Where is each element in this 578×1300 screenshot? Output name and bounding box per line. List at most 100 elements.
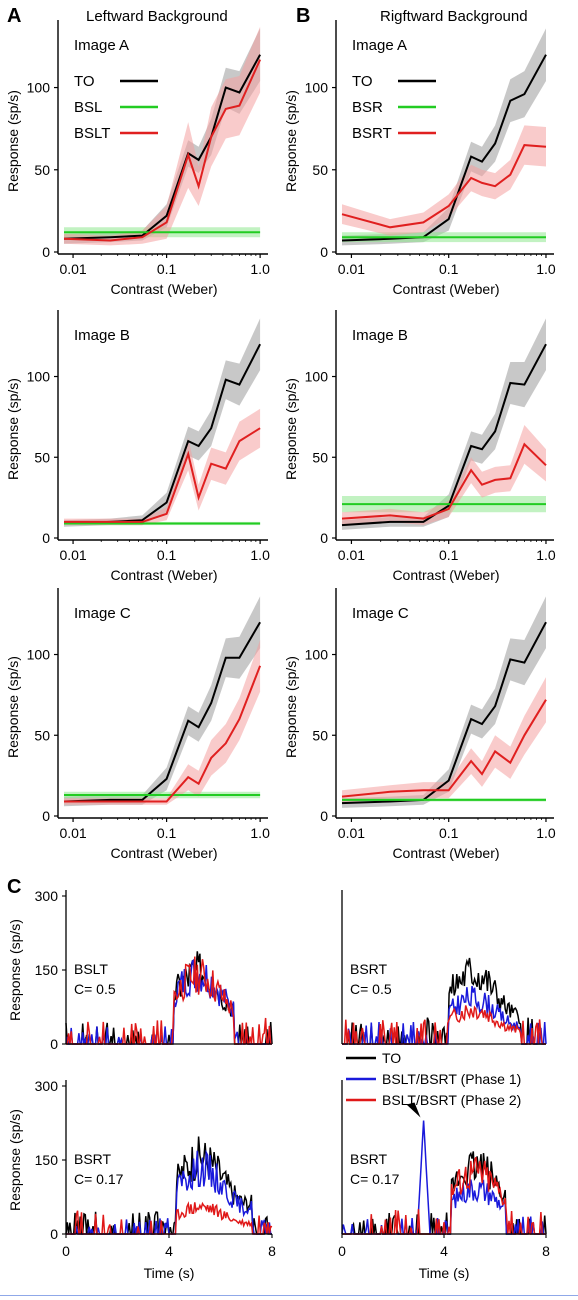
psth-panel-4: 0 4 8 Time (s) BSRT C= 0.17 [338,1080,550,1281]
y-tick-label: 100 [305,647,329,663]
series-line-bgt [341,144,547,229]
legend-label: BSL [74,99,102,116]
panel-letter-c: C [7,876,21,898]
psth-legend-label: BSLT/BSRT (Phase 1) [382,1071,521,1087]
error-band-to [64,596,261,807]
x-tick-label: 1.0 [250,825,270,841]
error-band-bgt [64,640,261,805]
x-tick-label: 4 [440,1243,448,1259]
x-axis-label: Contrast (Weber) [392,845,499,861]
x-tick-label: 0.1 [157,825,177,841]
series-line-bgt [64,427,261,523]
psth-condition-label: C= 0.5 [350,981,392,997]
x-tick-label: 8 [268,1243,276,1259]
panel-letter-b: B [296,5,310,27]
x-tick-label: 0.01 [338,825,365,841]
panel-subtitle: Image C [74,605,131,622]
y-tick-label: 100 [27,647,51,663]
psth-panel-3: 0 150 300 0 4 8 Time (s) Response (sp/s) BSRT C= … [7,1078,276,1281]
y-tick-label: 150 [35,1152,59,1168]
y-tick-label: 100 [305,80,329,96]
psth-condition-label: BSRT [350,1151,388,1167]
x-axis-label: Contrast (Weber) [110,845,217,861]
y-tick-label: 150 [35,962,59,978]
y-tick-label: 0 [320,530,328,546]
y-axis-label: Response (sp/s) [283,90,299,192]
x-axis-label: Contrast (Weber) [110,567,217,583]
legend-label: BSR [352,99,383,116]
error-band-bgt [342,677,546,804]
y-tick-label: 50 [34,162,50,178]
panel-letter-a: A [7,5,21,27]
panel-subtitle: Image C [352,605,409,622]
x-tick-label: 0.1 [439,547,459,563]
y-tick-label: 50 [312,162,328,178]
y-tick-label: 50 [34,727,50,743]
x-tick-label: 0 [62,1243,70,1259]
x-tick-label: 0.01 [59,261,86,277]
x-tick-label: 1.0 [250,261,270,277]
psth-panel-2: BSRT C= 0.5 [341,890,547,1045]
contrast-panel-2: 0 50 100 0.01 0.1 1.0 Contrast (Weber) Response… [283,20,556,297]
series-line-bgt [64,665,262,803]
series-line-to [341,343,547,527]
x-tick-label: 1.0 [536,825,556,841]
psth-legend-label: TO [382,1050,401,1066]
arrowhead-icon [406,1102,421,1118]
series-line-bgt [341,699,547,798]
x-tick-label: 0.01 [338,547,365,563]
x-tick-label: 0.1 [157,547,177,563]
y-tick-label: 100 [27,369,51,385]
contrast-panel-5: 0 50 100 0.01 0.1 1.0 Contrast (Weber) Response… [5,588,270,861]
series-line-to [63,54,261,240]
legend-label: BSRT [352,125,392,142]
error-band-to [64,318,261,527]
y-axis-label: Response (sp/s) [283,656,299,758]
psth-condition-label: BSLT [74,961,108,977]
x-tick-label: 1.0 [536,547,556,563]
y-tick-label: 0 [50,1036,58,1052]
x-tick-label: 0 [338,1243,346,1259]
y-tick-label: 100 [27,80,51,96]
panel-subtitle: Image B [352,327,408,344]
y-tick-label: 50 [34,449,50,465]
error-band-bgt [64,26,261,246]
x-tick-label: 0.01 [59,825,86,841]
y-axis-label: Response (sp/s) [7,1109,23,1211]
psth-condition-label: BSRT [350,961,388,977]
psth-condition-label: C= 0.5 [74,981,116,997]
legend-label: BSLT [74,125,110,142]
bottom-rule [0,1295,578,1296]
x-axis-label: Contrast (Weber) [392,567,499,583]
psth-condition-label: C= 0.17 [350,1171,400,1187]
column-title-left: Leftward Background [86,8,228,25]
contrast-panel-1: 0 50 100 0.01 0.1 1.0 Contrast (Weber) Response… [5,20,270,297]
x-tick-label: 8 [542,1243,550,1259]
y-tick-label: 50 [312,449,328,465]
y-tick-label: 300 [35,1078,59,1094]
x-axis-label: Time (s) [419,1265,470,1281]
y-tick-label: 0 [50,1226,58,1242]
x-tick-label: 0.01 [59,547,86,563]
panel-subtitle: Image A [352,37,407,54]
contrast-panel-6: 0 50 100 0.01 0.1 1.0 Contrast (Weber) Response… [283,588,556,861]
y-axis-label: Response (sp/s) [5,378,21,480]
y-tick-label: 0 [42,530,50,546]
contrast-panel-3: 0 50 100 0.01 0.1 1.0 Contrast (Weber) Response… [5,310,270,583]
series-line-bgt [63,59,262,242]
y-tick-label: 0 [320,808,328,824]
y-tick-label: 0 [320,244,328,260]
psth-condition-label: C= 0.17 [74,1171,124,1187]
x-tick-label: 1.0 [250,547,270,563]
y-tick-label: 300 [35,888,59,904]
error-band-to [342,596,546,808]
y-tick-label: 100 [305,369,329,385]
psth-condition-label: BSRT [74,1151,112,1167]
x-tick-label: 0.1 [439,825,459,841]
series-line-to [63,621,261,803]
series-line-bgt [341,442,547,520]
y-tick-label: 50 [312,727,328,743]
y-axis-label: Response (sp/s) [5,656,21,758]
y-tick-label: 0 [42,808,50,824]
